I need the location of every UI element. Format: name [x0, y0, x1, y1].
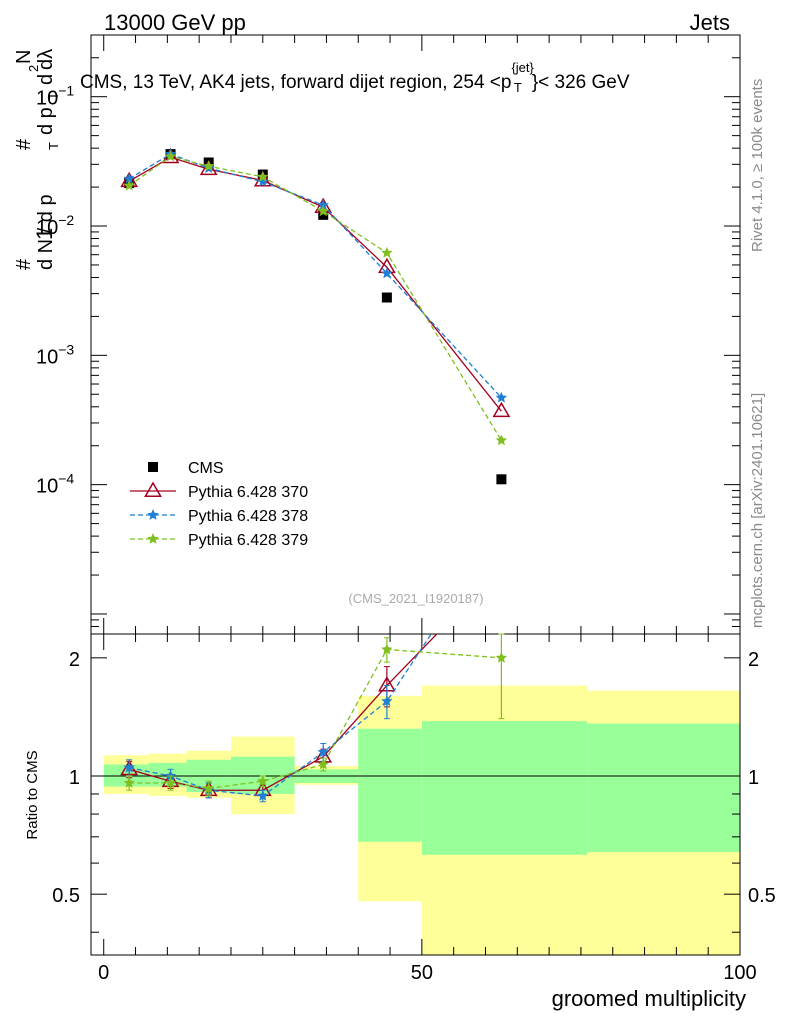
top-y-tick-label: 10−3 [36, 341, 74, 368]
point-triangle-1 [253, 170, 272, 187]
x-tick-label: 0 [98, 962, 109, 984]
ratio-y-tick-label-right: 2 [748, 649, 759, 671]
mcplots-label: mcplots.cern.ch [arXiv:2401.10621] [749, 393, 766, 628]
ratio-point-2 [381, 643, 393, 655]
legend-marker-1 [144, 481, 162, 497]
series-line-2 [128, 153, 502, 399]
band-green [421, 721, 588, 855]
ratio-y-tick-label-left: 2 [69, 649, 80, 671]
x-tick-label: 100 [723, 962, 756, 984]
svg-text:T: T [46, 92, 61, 100]
ratio-point-2 [123, 777, 135, 788]
legend-label-3: Pythia 6.428 379 [188, 532, 308, 549]
ratio-point-2 [317, 758, 329, 770]
point-star-3 [381, 246, 393, 258]
ratio-y-tick-label-left: 0.5 [52, 885, 80, 907]
legend-label-2: Pythia 6.428 378 [188, 508, 308, 525]
point-star-3 [203, 160, 215, 172]
legend-marker-2 [147, 509, 159, 520]
svg-text:dλ: dλ [35, 49, 57, 70]
svg-text:T: T [46, 142, 61, 150]
point-triangle-1 [492, 401, 511, 418]
ratio-panel-frame [90, 633, 741, 956]
point-star-3 [164, 150, 177, 162]
ratio-y-tick-label-left: 1 [69, 767, 80, 789]
series-line-1 [128, 156, 502, 412]
legend: CMS Pythia 6.428 370 Pythia 6.428 378 Pythi… [130, 460, 308, 549]
ratio-point-1 [123, 761, 135, 773]
legend-label-0: CMS [188, 460, 224, 477]
legend-label-1: Pythia 6.428 370 [188, 484, 308, 501]
point-square-0 [496, 474, 507, 485]
band-green [358, 728, 422, 842]
ratio-point-1 [257, 789, 269, 801]
ratio-point-2 [495, 651, 508, 663]
ratio-y-tick-label-right: 0.5 [748, 885, 776, 907]
point-star-3 [257, 170, 269, 182]
top-y-tick-label: 10−2 [36, 212, 74, 239]
ratio-point-2 [257, 775, 269, 787]
point-star-3 [123, 179, 135, 191]
point-square-0 [318, 209, 329, 220]
top-y-tick-label: 10−4 [36, 471, 74, 498]
rivet-version-label: Rivet 4.1.0, ≥ 100k events [749, 79, 766, 252]
point-star-3 [317, 205, 329, 217]
data-marks [120, 147, 511, 803]
legend-marker-3 [147, 533, 159, 544]
ratio-y-tick-label-right: 1 [748, 767, 759, 789]
svg-text:2: 2 [26, 65, 41, 72]
svg-text:d: d [35, 74, 57, 85]
top-panel-title: CMS, 13 TeV, AK4 jets, forward dijet reg… [80, 60, 630, 95]
header-left: 13000 GeV pp [104, 10, 246, 35]
top-y-label: # 1 d N / d p T # d p T d 2 N dλ [13, 49, 61, 270]
x-tick-label: 50 [411, 962, 433, 984]
point-star-2 [257, 175, 269, 187]
ratio-point-2 [203, 782, 215, 794]
x-axis-label: groomed multiplicity [552, 986, 746, 1011]
legend-marker-0 [148, 462, 158, 472]
point-star-2 [317, 199, 329, 210]
ratio-point-2 [164, 777, 177, 788]
ratio-y-label: Ratio to CMS [24, 750, 41, 839]
svg-text:#: # [13, 138, 35, 150]
svg-text:d N / d p: d N / d p [35, 194, 57, 270]
analysis-watermark: (CMS_2021_I1920187) [348, 591, 483, 606]
svg-text:#: # [13, 258, 35, 270]
point-star-3 [495, 434, 508, 446]
svg-text:d p: d p [35, 107, 57, 135]
svg-text:1: 1 [32, 228, 57, 240]
header-right: Jets [690, 10, 730, 35]
point-star-2 [123, 172, 135, 184]
top-y-tick-label: 10−1 [36, 83, 74, 110]
point-star-2 [381, 267, 393, 279]
svg-text:N: N [13, 50, 35, 64]
ratio-uncertainty-bands [103, 685, 740, 955]
ratio-point-1 [381, 695, 393, 707]
ratio-point-1 [164, 770, 177, 781]
series-line-3 [128, 155, 502, 441]
ratio-point-1 [317, 746, 329, 757]
point-square-0 [381, 292, 392, 303]
point-star-2 [495, 391, 508, 403]
axes: 10−1 10−2 10−3 10−4 2 2 1 1 0.5 0.5 0 50 100 [36, 34, 776, 984]
band-green [587, 723, 740, 853]
